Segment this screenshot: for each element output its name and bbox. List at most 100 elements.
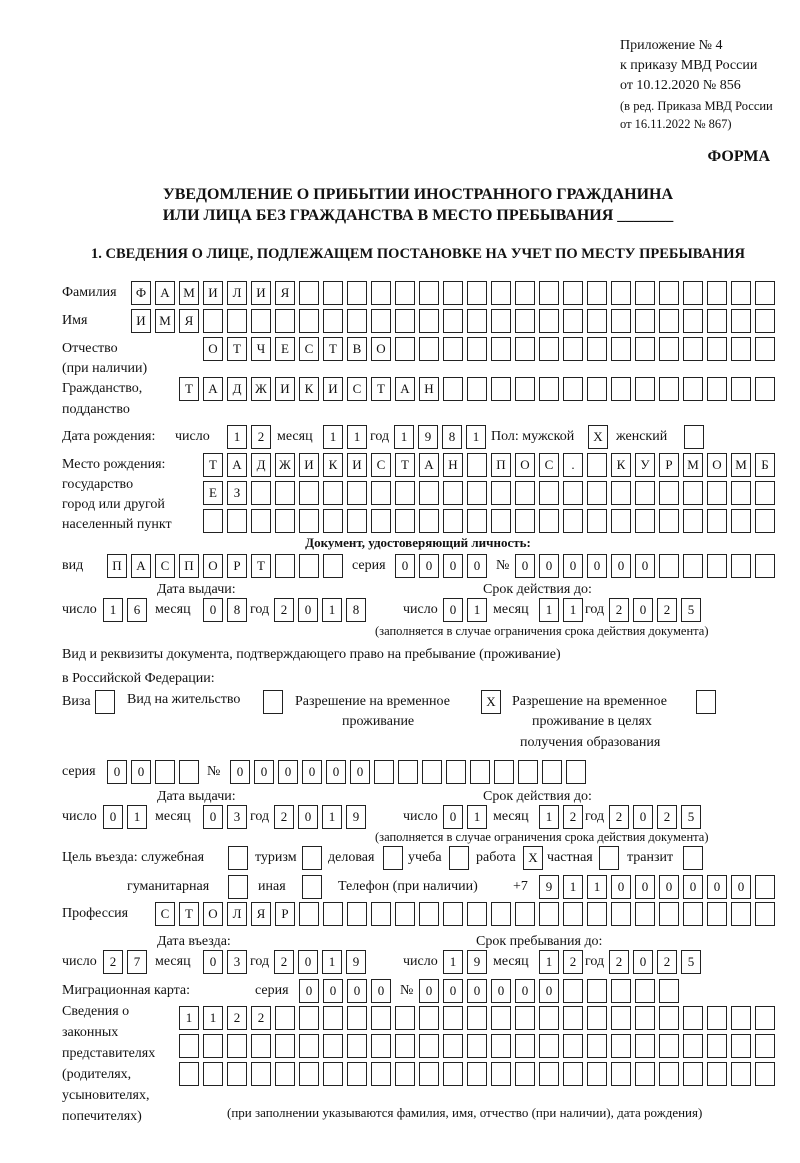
char-box[interactable] <box>467 309 487 333</box>
char-box[interactable] <box>371 309 391 333</box>
char-box[interactable] <box>275 509 295 533</box>
char-box[interactable]: 1 <box>322 598 342 622</box>
char-box[interactable] <box>491 281 511 305</box>
char-box[interactable] <box>347 281 367 305</box>
char-box[interactable] <box>611 902 631 926</box>
char-box[interactable] <box>696 690 716 714</box>
char-box[interactable]: 5 <box>681 950 701 974</box>
char-box[interactable] <box>443 337 463 361</box>
char-box[interactable] <box>563 509 583 533</box>
char-box[interactable]: Д <box>227 377 247 401</box>
char-box[interactable] <box>515 1062 535 1086</box>
char-box[interactable] <box>203 1062 223 1086</box>
char-box[interactable] <box>635 1062 655 1086</box>
char-box[interactable]: 0 <box>103 805 123 829</box>
char-box[interactable]: 0 <box>298 598 318 622</box>
char-box[interactable] <box>371 902 391 926</box>
char-box[interactable] <box>419 1062 439 1086</box>
char-box[interactable] <box>707 902 727 926</box>
char-box[interactable]: Л <box>227 902 247 926</box>
char-box[interactable]: 0 <box>443 554 463 578</box>
char-box[interactable] <box>707 554 727 578</box>
char-box[interactable] <box>611 309 631 333</box>
char-box[interactable]: 1 <box>539 598 559 622</box>
char-box[interactable]: М <box>731 453 751 477</box>
char-box[interactable] <box>563 1062 583 1086</box>
char-box[interactable] <box>491 1006 511 1030</box>
char-box[interactable] <box>635 281 655 305</box>
char-box[interactable]: Ж <box>251 377 271 401</box>
char-box[interactable] <box>419 481 439 505</box>
char-box[interactable] <box>491 481 511 505</box>
char-box[interactable] <box>587 1062 607 1086</box>
char-box[interactable] <box>539 1034 559 1058</box>
char-box[interactable] <box>179 760 199 784</box>
char-box[interactable]: Т <box>179 902 199 926</box>
char-box[interactable]: И <box>275 377 295 401</box>
char-box[interactable]: Т <box>203 453 223 477</box>
char-box[interactable]: 1 <box>103 598 123 622</box>
char-box[interactable] <box>587 281 607 305</box>
char-box[interactable] <box>755 481 775 505</box>
char-box[interactable] <box>683 554 703 578</box>
char-box[interactable]: С <box>299 337 319 361</box>
char-box[interactable] <box>755 337 775 361</box>
char-box[interactable]: 1 <box>539 950 559 974</box>
char-box[interactable]: 0 <box>371 979 391 1003</box>
char-box[interactable] <box>371 1062 391 1086</box>
char-box[interactable] <box>659 1006 679 1030</box>
char-box[interactable] <box>611 979 631 1003</box>
char-box[interactable]: 0 <box>230 760 250 784</box>
char-box[interactable]: 0 <box>278 760 298 784</box>
char-box[interactable] <box>299 902 319 926</box>
char-box[interactable] <box>470 760 490 784</box>
char-box[interactable] <box>383 846 403 870</box>
char-box[interactable] <box>443 281 463 305</box>
char-box[interactable] <box>491 902 511 926</box>
char-box[interactable] <box>563 902 583 926</box>
char-box[interactable] <box>323 1006 343 1030</box>
char-box[interactable] <box>275 554 295 578</box>
char-box[interactable] <box>755 1062 775 1086</box>
char-box[interactable] <box>419 281 439 305</box>
char-box[interactable] <box>299 309 319 333</box>
char-box[interactable]: 1 <box>227 425 247 449</box>
char-box[interactable]: 0 <box>443 805 463 829</box>
char-box[interactable]: Т <box>323 337 343 361</box>
char-box[interactable]: Т <box>227 337 247 361</box>
char-box[interactable] <box>251 1062 271 1086</box>
char-box[interactable] <box>443 509 463 533</box>
char-box[interactable] <box>611 281 631 305</box>
char-box[interactable] <box>731 902 751 926</box>
char-box[interactable]: 2 <box>609 598 629 622</box>
char-box[interactable] <box>419 1006 439 1030</box>
char-box[interactable] <box>467 453 487 477</box>
char-box[interactable]: 2 <box>657 598 677 622</box>
char-box[interactable]: М <box>683 453 703 477</box>
char-box[interactable] <box>707 281 727 305</box>
char-box[interactable] <box>707 1006 727 1030</box>
char-box[interactable] <box>371 1034 391 1058</box>
char-box[interactable] <box>539 509 559 533</box>
char-box[interactable] <box>659 481 679 505</box>
char-box[interactable] <box>731 1034 751 1058</box>
char-box[interactable] <box>587 1006 607 1030</box>
char-box[interactable]: И <box>251 281 271 305</box>
char-box[interactable] <box>275 1034 295 1058</box>
char-box[interactable]: 0 <box>611 554 631 578</box>
char-box[interactable]: П <box>179 554 199 578</box>
char-box[interactable] <box>587 1034 607 1058</box>
char-box[interactable] <box>539 281 559 305</box>
char-box[interactable]: А <box>155 281 175 305</box>
char-box[interactable]: О <box>203 902 223 926</box>
char-box[interactable] <box>611 377 631 401</box>
char-box[interactable]: Т <box>395 453 415 477</box>
char-box[interactable]: К <box>299 377 319 401</box>
char-box[interactable]: 0 <box>443 598 463 622</box>
char-box[interactable] <box>275 1006 295 1030</box>
char-box[interactable] <box>587 509 607 533</box>
char-box[interactable]: 1 <box>466 425 486 449</box>
char-box[interactable] <box>755 554 775 578</box>
char-box[interactable] <box>491 1034 511 1058</box>
char-box[interactable]: К <box>611 453 631 477</box>
